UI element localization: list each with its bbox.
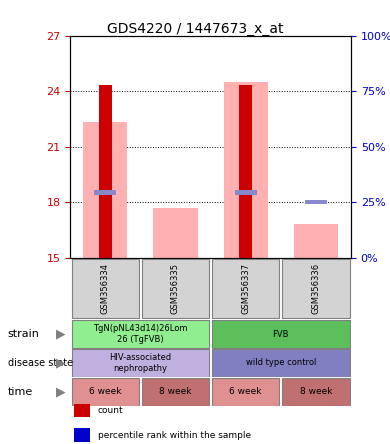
Text: time: time — [8, 387, 33, 397]
FancyBboxPatch shape — [212, 349, 349, 377]
Bar — [153, 208, 198, 258]
FancyBboxPatch shape — [212, 259, 279, 318]
Bar — [223, 82, 268, 258]
Bar — [305, 200, 327, 204]
Text: ▶: ▶ — [56, 328, 65, 341]
FancyBboxPatch shape — [282, 259, 349, 318]
Text: GSM356336: GSM356336 — [311, 263, 321, 314]
Text: 8 week: 8 week — [159, 387, 192, 396]
Text: FVB: FVB — [273, 329, 289, 339]
Text: GSM356337: GSM356337 — [241, 263, 250, 314]
Text: 6 week: 6 week — [89, 387, 122, 396]
Bar — [235, 190, 257, 195]
FancyBboxPatch shape — [142, 378, 209, 406]
Text: 6 week: 6 week — [229, 387, 262, 396]
Text: ▶: ▶ — [56, 357, 65, 369]
Text: TgN(pNL43d14)26Lom
26 (TgFVB): TgN(pNL43d14)26Lom 26 (TgFVB) — [93, 325, 188, 344]
Bar — [239, 86, 252, 258]
FancyBboxPatch shape — [212, 378, 279, 406]
Bar — [294, 224, 338, 258]
Text: disease state: disease state — [8, 358, 73, 368]
Text: GSM356334: GSM356334 — [101, 263, 110, 314]
Text: ▶: ▶ — [56, 385, 65, 398]
FancyBboxPatch shape — [72, 259, 139, 318]
Text: HIV-associated
nephropathy: HIV-associated nephropathy — [109, 353, 172, 373]
FancyBboxPatch shape — [72, 349, 209, 377]
Bar — [83, 123, 128, 258]
FancyBboxPatch shape — [72, 320, 209, 348]
FancyBboxPatch shape — [142, 259, 209, 318]
FancyBboxPatch shape — [72, 378, 139, 406]
Text: wild type control: wild type control — [246, 358, 316, 368]
Text: 8 week: 8 week — [300, 387, 332, 396]
Bar — [94, 190, 116, 195]
Text: count: count — [98, 406, 123, 415]
FancyBboxPatch shape — [212, 320, 349, 348]
Text: GSM356335: GSM356335 — [171, 263, 180, 314]
Text: strain: strain — [8, 329, 40, 339]
FancyBboxPatch shape — [282, 378, 349, 406]
Bar — [99, 86, 112, 258]
Text: GDS4220 / 1447673_x_at: GDS4220 / 1447673_x_at — [107, 22, 283, 36]
Text: percentile rank within the sample: percentile rank within the sample — [98, 431, 251, 440]
